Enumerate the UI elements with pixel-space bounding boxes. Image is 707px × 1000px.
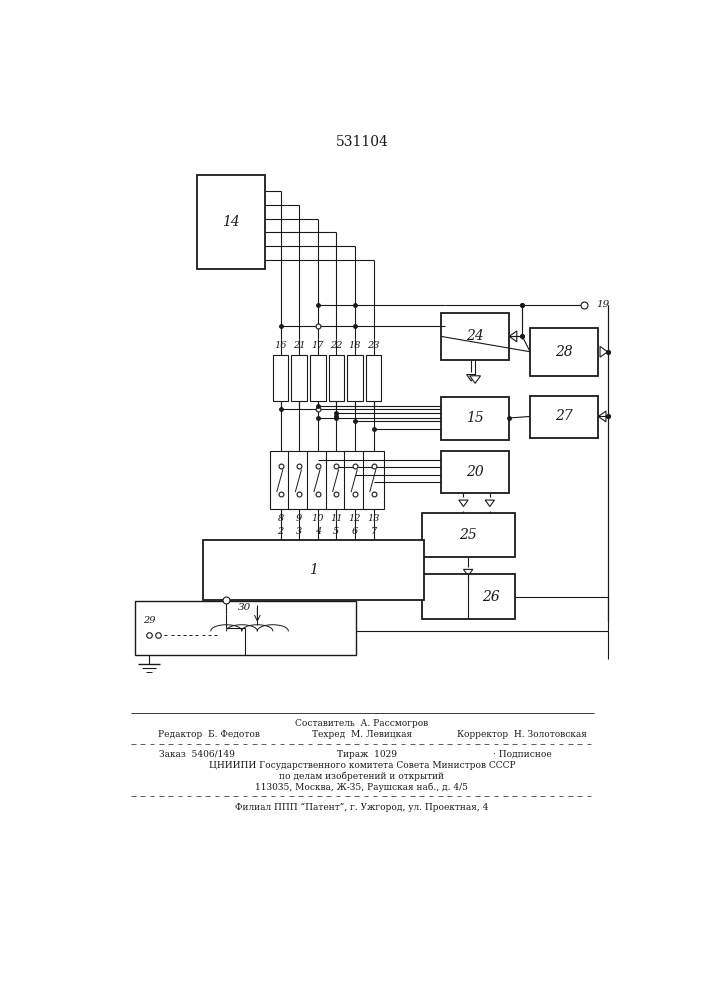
Bar bbox=[325, 451, 347, 509]
Bar bbox=[441, 312, 509, 360]
Bar bbox=[441, 451, 509, 493]
Text: 2: 2 bbox=[277, 527, 284, 536]
Bar bbox=[530, 328, 598, 376]
Polygon shape bbox=[467, 375, 476, 381]
Bar bbox=[310, 355, 325, 401]
Text: 531104: 531104 bbox=[336, 135, 388, 149]
Text: Заказ  5406/149: Заказ 5406/149 bbox=[159, 750, 235, 759]
Text: 15: 15 bbox=[466, 411, 484, 425]
Text: 25: 25 bbox=[460, 528, 477, 542]
Text: Составитель  А. Рассмогров: Составитель А. Рассмогров bbox=[296, 719, 428, 728]
Text: 3: 3 bbox=[296, 527, 303, 536]
Bar bbox=[288, 451, 310, 509]
Text: 22: 22 bbox=[330, 341, 343, 350]
Text: 113035, Москва, Ж-35, Раушская наб., д. 4/5: 113035, Москва, Ж-35, Раушская наб., д. … bbox=[255, 782, 469, 792]
Bar bbox=[291, 355, 307, 401]
Text: 1: 1 bbox=[309, 563, 317, 577]
Text: 4: 4 bbox=[315, 527, 321, 536]
Text: Техред  М. Левицкая: Техред М. Левицкая bbox=[312, 730, 412, 739]
Text: 13: 13 bbox=[368, 514, 380, 523]
Bar bbox=[530, 396, 598, 438]
Text: 8: 8 bbox=[277, 514, 284, 523]
Text: 28: 28 bbox=[556, 345, 573, 359]
Bar bbox=[421, 574, 515, 619]
Bar bbox=[307, 451, 329, 509]
Polygon shape bbox=[464, 569, 473, 576]
Bar bbox=[441, 397, 509, 440]
Polygon shape bbox=[509, 331, 517, 342]
Bar bbox=[203, 540, 424, 600]
Bar bbox=[363, 451, 385, 509]
Text: 18: 18 bbox=[349, 341, 361, 350]
Text: Корректор  Н. Золотовская: Корректор Н. Золотовская bbox=[457, 730, 588, 739]
Polygon shape bbox=[598, 411, 606, 422]
Text: 7: 7 bbox=[370, 527, 377, 536]
Polygon shape bbox=[600, 346, 607, 357]
Bar bbox=[347, 355, 363, 401]
Bar bbox=[197, 175, 265, 269]
Text: 29: 29 bbox=[143, 616, 155, 625]
Text: 16: 16 bbox=[274, 341, 287, 350]
Text: 26: 26 bbox=[482, 590, 501, 604]
Bar bbox=[273, 355, 288, 401]
Text: 27: 27 bbox=[556, 409, 573, 423]
Polygon shape bbox=[459, 500, 468, 507]
Text: Тираж  1029: Тираж 1029 bbox=[337, 750, 397, 759]
Text: 6: 6 bbox=[352, 527, 358, 536]
Bar bbox=[421, 513, 515, 557]
Text: 23: 23 bbox=[368, 341, 380, 350]
Text: Филиал ППП “Патент”, г. Ужгород, ул. Проектная, 4: Филиал ППП “Патент”, г. Ужгород, ул. Про… bbox=[235, 802, 489, 812]
Text: ЦНИИПИ Государственного комитета Совета Министров СССР: ЦНИИПИ Государственного комитета Совета … bbox=[209, 761, 515, 770]
Text: 11: 11 bbox=[330, 514, 343, 523]
Text: 17: 17 bbox=[312, 341, 324, 350]
Bar bbox=[344, 451, 366, 509]
Text: по делам изобретений и открытий: по делам изобретений и открытий bbox=[279, 771, 445, 781]
Text: 14: 14 bbox=[222, 215, 240, 229]
Text: 20: 20 bbox=[466, 465, 484, 479]
Bar bbox=[135, 601, 356, 655]
Text: 21: 21 bbox=[293, 341, 305, 350]
Text: 19: 19 bbox=[596, 300, 609, 309]
Text: 10: 10 bbox=[312, 514, 324, 523]
Polygon shape bbox=[469, 376, 481, 383]
Polygon shape bbox=[485, 500, 494, 507]
Text: · Подписное: · Подписное bbox=[493, 750, 551, 759]
Bar bbox=[366, 355, 381, 401]
Text: 30: 30 bbox=[238, 603, 251, 612]
Text: 24: 24 bbox=[466, 329, 484, 343]
Text: 9: 9 bbox=[296, 514, 303, 523]
Text: Редактор  Б. Федотов: Редактор Б. Федотов bbox=[158, 730, 259, 739]
Bar bbox=[329, 355, 344, 401]
Text: 5: 5 bbox=[333, 527, 339, 536]
Bar bbox=[270, 451, 291, 509]
Text: 12: 12 bbox=[349, 514, 361, 523]
